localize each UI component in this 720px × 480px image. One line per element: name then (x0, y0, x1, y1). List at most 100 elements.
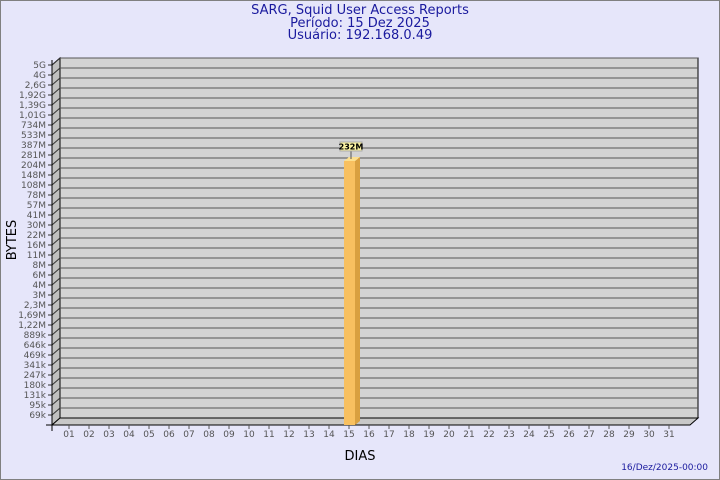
x-tick-label: 02 (83, 430, 94, 440)
y-tick-label: 8M (33, 261, 47, 271)
x-tick-label: 11 (263, 430, 274, 440)
y-axis-label: BYTES (5, 220, 20, 261)
bar-label-box (339, 141, 363, 152)
gridline-side (51, 117, 61, 126)
x-tick-label: 01 (63, 430, 74, 440)
bar-side (355, 156, 360, 426)
y-tick-label: 387M (21, 141, 46, 151)
y-tick-label: 1,39G (19, 101, 46, 111)
y-tick-label: 533M (21, 131, 46, 141)
gridline-side (51, 357, 61, 366)
y-tick-label: 148M (21, 171, 46, 181)
y-tick-label: 204M (21, 161, 46, 171)
y-tick-label: 646k (24, 341, 47, 351)
gridline-side (51, 57, 61, 66)
y-tick-label: 22M (27, 231, 46, 241)
y-tick-label: 3M (33, 291, 47, 301)
gridline-side (51, 77, 61, 86)
x-tick-label: 05 (143, 430, 154, 440)
x-tick-label: 20 (443, 430, 455, 440)
gridline-side (51, 207, 61, 216)
y-tick-label: 341k (24, 361, 47, 371)
x-tick-label: 25 (543, 430, 554, 440)
y-tick-label: 78M (27, 191, 46, 201)
gridline-side (51, 287, 61, 296)
y-tick-label: 57M (27, 201, 46, 211)
gridline-side (51, 247, 61, 256)
chart-user: Usuário: 192.168.0.49 (287, 28, 433, 43)
gridline-side (51, 147, 61, 156)
x-tick-label: 04 (123, 430, 135, 440)
chart-title: SARG, Squid User Access Reports (251, 3, 469, 18)
y-tick-label: 2,6G (25, 81, 46, 91)
y-tick-label: 95k (29, 401, 46, 411)
gridline-side (51, 307, 61, 316)
gridline-side (51, 67, 61, 76)
gridline-side (51, 337, 61, 346)
gridline-side (51, 137, 61, 146)
x-tick-label: 08 (203, 430, 215, 440)
x-axis-label: DIAS (345, 449, 376, 464)
x-tick-label: 12 (283, 430, 294, 440)
chart-period: Período: 15 Dez 2025 (290, 16, 430, 31)
gridline-side (51, 407, 61, 416)
x-tick-label: 27 (583, 430, 594, 440)
gridline-side (51, 87, 61, 96)
y-tick-label: 6M (33, 271, 47, 281)
x-tick-label: 28 (603, 430, 615, 440)
y-tick-label: 131k (24, 391, 47, 401)
y-tick-label: 247k (24, 371, 47, 381)
gridline-side (51, 277, 61, 286)
y-tick-label: 2,3M (24, 301, 46, 311)
gridline-side (51, 97, 61, 106)
gridline-side (51, 237, 61, 246)
x-tick-label: 22 (483, 430, 494, 440)
y-tick-label: 180k (24, 381, 47, 391)
x-tick-label: 06 (163, 430, 175, 440)
gridline-side (51, 317, 61, 326)
x-tick-label: 07 (183, 430, 194, 440)
x-tick-label: 18 (403, 430, 415, 440)
gridline-side (51, 377, 61, 386)
gridline-side (51, 177, 61, 186)
x-tick-label: 15 (343, 430, 354, 440)
y-tick-label: 281M (21, 151, 46, 161)
y-tick-label: 734M (21, 121, 46, 131)
bar-top (344, 156, 360, 161)
x-tick-label: 24 (523, 430, 535, 440)
y-tick-label: 30M (27, 221, 46, 231)
x-tick-label: 09 (223, 430, 235, 440)
gridline-side (51, 227, 61, 236)
footer-timestamp: 16/Dez/2025-00:00 (621, 463, 708, 473)
bar-data-label: 232M (339, 142, 364, 151)
gridline-side (51, 167, 61, 176)
gridline-side (51, 217, 61, 226)
y-tick-label: 11M (27, 251, 46, 261)
y-tick-label: 1,69M (18, 311, 46, 321)
y-tick-label: 5G (33, 61, 46, 71)
y-tick-label: 1,92G (19, 91, 46, 101)
y-tick-label: 1,01G (19, 111, 46, 121)
y-tick-label: 41M (27, 211, 46, 221)
x-tick-label: 23 (503, 430, 514, 440)
gridline-side (51, 297, 61, 306)
y-tick-label: 108M (21, 181, 46, 191)
y-tick-label: 1,22M (18, 321, 46, 331)
x-tick-label: 03 (103, 430, 114, 440)
floor (50, 417, 700, 426)
gridline-side (51, 267, 61, 276)
x-tick-label: 30 (643, 430, 655, 440)
gridline-side (51, 127, 61, 136)
y-tick-label: 469k (24, 351, 47, 361)
gridline-side (51, 347, 61, 356)
gridline-side (51, 107, 61, 116)
gridline-side (51, 327, 61, 336)
gridline-side (51, 397, 61, 406)
x-tick-label: 19 (423, 430, 435, 440)
bar (344, 160, 355, 426)
x-tick-label: 13 (303, 430, 314, 440)
gridline-side (51, 187, 61, 196)
x-tick-label: 16 (363, 430, 375, 440)
gridline-side (51, 367, 61, 376)
